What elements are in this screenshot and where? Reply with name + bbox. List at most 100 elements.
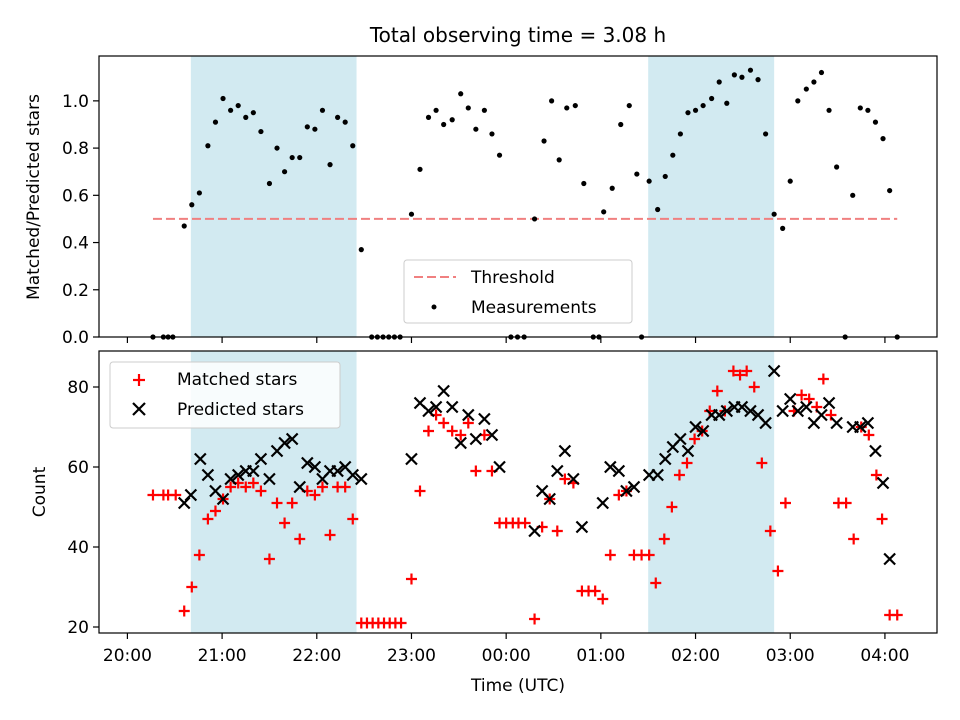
predicted-star-point [744, 404, 757, 418]
measurement-point [433, 107, 439, 113]
measurement-point [670, 152, 676, 158]
matched-star-point [186, 581, 198, 593]
legend-measurements-label: Measurements [471, 298, 597, 318]
legend-predicted-swatch [132, 402, 146, 416]
predicted-star-point [627, 480, 641, 494]
chart-title: Total observing time = 3.08 h [369, 23, 666, 47]
measurement-point [266, 180, 273, 187]
predicted-star-point [759, 416, 772, 430]
matched-star-point [209, 505, 221, 517]
predicted-star-point [783, 392, 797, 406]
measurement-point [826, 107, 832, 113]
measurement-point [228, 107, 234, 113]
legend-threshold-label: Threshold [470, 268, 555, 288]
predicted-star-point [231, 468, 245, 482]
measurement-point [780, 225, 786, 231]
predicted-star-point [651, 468, 664, 482]
top-plot-frame [98, 55, 938, 338]
measurement-point [818, 69, 825, 76]
measurement-point [205, 143, 211, 149]
legend-measurements-swatch [431, 304, 437, 310]
x-axis-label: Time (UTC) [470, 676, 565, 696]
bottom-y-axis: 20 40 60 80 [67, 378, 99, 638]
measurement-point [274, 145, 280, 151]
matched-star-point [589, 585, 601, 597]
predicted-star-point [696, 424, 710, 438]
predicted-star-point [224, 472, 237, 486]
matched-star-point [551, 525, 563, 537]
measurement-point [634, 171, 640, 177]
y-tick-label: 0.8 [62, 139, 89, 159]
predicted-star-point [776, 404, 789, 418]
measurement-point [731, 72, 737, 78]
matched-star-point [643, 549, 655, 561]
matched-star-point [202, 513, 214, 525]
measurement-point [541, 138, 547, 144]
predicted-star-point [612, 464, 626, 478]
y-tick-label: 1.0 [62, 92, 89, 112]
matched-star-point [650, 577, 662, 589]
x-tick-label: 02:00 [671, 646, 720, 666]
predicted-star-point [445, 400, 459, 414]
y-tick-label: 0.0 [62, 328, 89, 348]
matched-star-point [796, 389, 808, 401]
matched-star-point [727, 365, 739, 377]
measurement-point [425, 114, 432, 120]
measurement-point [327, 162, 333, 168]
measurement-point [850, 192, 856, 198]
predicted-star-point [800, 400, 813, 414]
predicted-star-point [767, 364, 781, 378]
shaded-interval [648, 56, 775, 337]
measurement-point [655, 206, 661, 213]
predicted-star-point [437, 384, 450, 398]
measurement-point [304, 124, 310, 130]
predicted-star-point [791, 404, 805, 418]
predicted-star-point [346, 468, 360, 482]
predicted-star-point [405, 452, 418, 466]
measurement-point [581, 180, 587, 187]
predicted-star-point [735, 400, 749, 414]
matched-star-point [741, 365, 753, 377]
measurement-point [549, 98, 555, 104]
measurement-point [449, 117, 455, 123]
matched-star-point [309, 489, 321, 501]
x-tick-label: 04:00 [860, 646, 909, 666]
bottom-legend: Matched stars Predicted stars [109, 361, 341, 429]
matched-star-point [870, 469, 882, 481]
predicted-star-point [422, 404, 435, 418]
measurement-point [834, 164, 840, 170]
measurement-point [724, 100, 730, 106]
matched-star-point [604, 549, 616, 561]
top-panel: 0.0 0.2 0.4 0.6 0.8 1.0 Matched/Predicted sta… [24, 55, 938, 348]
x-tick-label: 20:00 [103, 646, 152, 666]
y-tick-label: 40 [67, 538, 89, 558]
predicted-star-point [469, 432, 483, 446]
measurement-point [531, 216, 538, 222]
predicted-star-point [876, 476, 890, 490]
count-series [147, 364, 903, 629]
predicted-star-point [278, 436, 291, 450]
predicted-star-point [674, 432, 687, 446]
measurement-point [646, 178, 652, 184]
matched-star-point [405, 573, 417, 585]
measurement-point [716, 79, 722, 85]
matched-star-point [339, 481, 351, 493]
predicted-star-point [194, 452, 207, 466]
matched-star-point [178, 605, 190, 617]
measurement-point [763, 131, 769, 137]
predicted-star-point [429, 400, 443, 414]
predicted-star-point [596, 496, 610, 510]
measurement-point [335, 114, 341, 120]
legend-matched-label: Matched stars [177, 370, 297, 390]
measurement-point [408, 211, 415, 217]
measurement-point [692, 107, 699, 113]
matched-star-point [414, 485, 426, 497]
matched-star-point [559, 473, 571, 485]
measurement-point [662, 173, 668, 180]
y-tick-label: 80 [67, 378, 89, 398]
predicted-star-point [485, 428, 499, 442]
predicted-star-point [285, 432, 299, 446]
measurements-series [150, 67, 900, 340]
matched-star-point [286, 497, 298, 509]
